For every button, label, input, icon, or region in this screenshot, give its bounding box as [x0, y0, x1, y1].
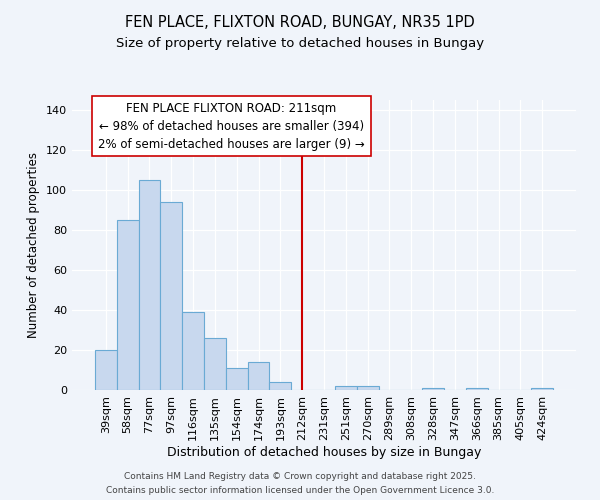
X-axis label: Distribution of detached houses by size in Bungay: Distribution of detached houses by size …: [167, 446, 481, 458]
Bar: [248, 362, 269, 390]
Text: Contains public sector information licensed under the Open Government Licence 3.: Contains public sector information licen…: [106, 486, 494, 495]
Bar: [95, 350, 117, 390]
Bar: [226, 368, 248, 390]
Bar: [335, 386, 357, 390]
Bar: [357, 386, 379, 390]
Bar: [117, 220, 139, 390]
Bar: [531, 388, 553, 390]
Text: FEN PLACE FLIXTON ROAD: 211sqm
← 98% of detached houses are smaller (394)
2% of : FEN PLACE FLIXTON ROAD: 211sqm ← 98% of …: [98, 102, 365, 150]
Text: Contains HM Land Registry data © Crown copyright and database right 2025.: Contains HM Land Registry data © Crown c…: [124, 472, 476, 481]
Text: Size of property relative to detached houses in Bungay: Size of property relative to detached ho…: [116, 38, 484, 51]
Bar: [182, 312, 204, 390]
Bar: [466, 388, 488, 390]
Text: FEN PLACE, FLIXTON ROAD, BUNGAY, NR35 1PD: FEN PLACE, FLIXTON ROAD, BUNGAY, NR35 1P…: [125, 15, 475, 30]
Bar: [422, 388, 444, 390]
Bar: [139, 180, 160, 390]
Bar: [204, 338, 226, 390]
Bar: [160, 202, 182, 390]
Bar: [269, 382, 291, 390]
Y-axis label: Number of detached properties: Number of detached properties: [28, 152, 40, 338]
